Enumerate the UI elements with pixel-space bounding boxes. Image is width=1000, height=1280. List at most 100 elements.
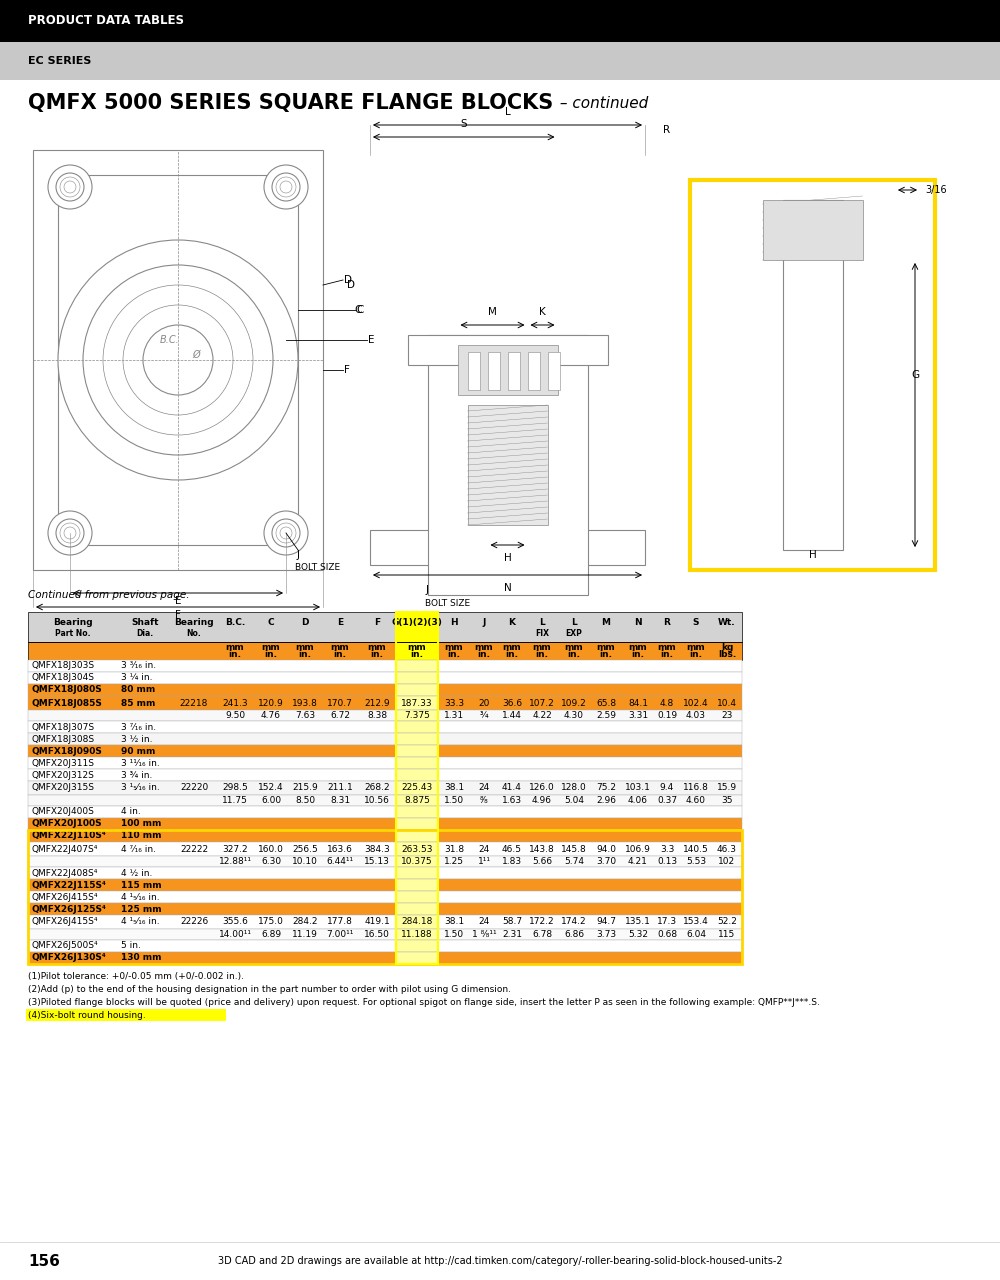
Text: 8.875: 8.875: [404, 796, 430, 805]
Bar: [28, 756, 742, 769]
Text: 4 ⁷⁄₁₆ in.: 4 ⁷⁄₁₆ in.: [121, 845, 156, 854]
Text: mm: mm: [445, 643, 463, 652]
Text: QMFX18J080S: QMFX18J080S: [31, 686, 102, 695]
Bar: [28, 612, 742, 643]
Bar: [396, 879, 438, 891]
Bar: [28, 929, 742, 940]
Bar: [396, 756, 438, 769]
Text: 94.7: 94.7: [596, 918, 616, 927]
Circle shape: [58, 241, 298, 480]
Text: QMFX26J415S⁴: QMFX26J415S⁴: [31, 918, 98, 927]
Text: 4 ¹₅⁄₁₆ in.: 4 ¹₅⁄₁₆ in.: [121, 918, 160, 927]
Text: 4 in.: 4 in.: [121, 808, 141, 817]
Text: J: J: [482, 618, 486, 627]
Text: 6.04: 6.04: [686, 931, 706, 940]
Text: 2.59: 2.59: [596, 710, 616, 719]
Bar: [28, 795, 742, 806]
Text: 46.5: 46.5: [502, 845, 522, 854]
Text: 38.1: 38.1: [444, 918, 464, 927]
Text: 263.53: 263.53: [401, 845, 433, 854]
Bar: [396, 842, 438, 856]
Text: H: H: [450, 618, 458, 627]
Text: 52.2: 52.2: [717, 918, 737, 927]
Text: in.: in.: [298, 650, 312, 659]
Bar: [396, 867, 438, 879]
Bar: [28, 733, 742, 745]
Text: 4.22: 4.22: [532, 710, 552, 719]
Bar: [28, 952, 742, 964]
Text: mm: mm: [368, 643, 386, 652]
Bar: [396, 856, 438, 867]
Bar: [488, 506, 528, 564]
Text: L: L: [571, 618, 577, 627]
Bar: [28, 829, 742, 842]
Text: mm: mm: [331, 643, 349, 652]
Text: 8.31: 8.31: [330, 796, 350, 805]
Bar: [26, 1009, 226, 1021]
Text: 4.96: 4.96: [532, 796, 552, 805]
Text: 187.33: 187.33: [401, 699, 433, 708]
Text: 3 ¹¹⁄₁₆ in.: 3 ¹¹⁄₁₆ in.: [121, 759, 160, 768]
Bar: [508, 352, 520, 390]
Text: 174.2: 174.2: [561, 918, 587, 927]
Text: in.: in.: [411, 650, 424, 659]
Text: kg: kg: [721, 643, 733, 652]
Text: lbs.: lbs.: [718, 650, 736, 659]
Text: mm: mm: [262, 643, 280, 652]
Text: BOLT SIZE: BOLT SIZE: [295, 562, 341, 571]
Bar: [28, 842, 742, 856]
Bar: [396, 684, 438, 696]
Text: F: F: [175, 611, 181, 620]
Text: mm: mm: [565, 643, 583, 652]
Text: 20: 20: [478, 699, 490, 708]
Text: 215.9: 215.9: [292, 783, 318, 792]
Text: QMFX20J100S: QMFX20J100S: [31, 819, 102, 828]
Text: 24: 24: [478, 783, 490, 792]
Text: 106.9: 106.9: [625, 845, 651, 854]
Text: mm: mm: [533, 643, 551, 652]
Text: 152.4: 152.4: [258, 783, 284, 792]
Text: mm: mm: [503, 643, 521, 652]
Text: 327.2: 327.2: [222, 845, 248, 854]
Text: in.: in.: [568, 650, 580, 659]
Text: 4 ½ in.: 4 ½ in.: [121, 869, 152, 878]
Text: 2.96: 2.96: [596, 796, 616, 805]
Text: 84.1: 84.1: [628, 699, 648, 708]
Text: G(1)(2)(3): G(1)(2)(3): [392, 618, 442, 627]
Bar: [396, 612, 438, 964]
Text: EXP: EXP: [566, 628, 582, 639]
Text: 4.21: 4.21: [628, 858, 648, 867]
Text: 8.38: 8.38: [367, 710, 387, 719]
Text: 268.2: 268.2: [364, 783, 390, 792]
Text: QMFX26J500S⁴: QMFX26J500S⁴: [31, 942, 98, 951]
Bar: [28, 879, 742, 891]
Text: C: C: [355, 305, 362, 315]
Bar: [28, 829, 742, 964]
Text: – continued: – continued: [555, 96, 648, 110]
Text: N: N: [634, 618, 642, 627]
Text: 175.0: 175.0: [258, 918, 284, 927]
Text: 3.3: 3.3: [660, 845, 674, 854]
Text: in.: in.: [600, 650, 612, 659]
Text: mm: mm: [296, 643, 314, 652]
Text: in.: in.: [478, 650, 490, 659]
Text: 3 ¼ in.: 3 ¼ in.: [121, 673, 152, 682]
Text: 10.10: 10.10: [292, 858, 318, 867]
Text: Shaft: Shaft: [131, 618, 159, 627]
Bar: [396, 660, 438, 672]
Text: M: M: [602, 618, 610, 627]
Text: 15.13: 15.13: [364, 858, 390, 867]
Text: 11.19: 11.19: [292, 931, 318, 940]
Text: 156: 156: [28, 1253, 60, 1268]
Text: 16.50: 16.50: [364, 931, 390, 940]
Text: QMFX22J407S⁴: QMFX22J407S⁴: [31, 845, 97, 854]
Text: 8.50: 8.50: [295, 796, 315, 805]
Text: 10.375: 10.375: [401, 858, 433, 867]
Text: 7.00¹¹: 7.00¹¹: [326, 931, 354, 940]
Text: in.: in.: [536, 650, 548, 659]
Bar: [468, 404, 548, 525]
Bar: [28, 745, 742, 756]
Text: 3 ⁷⁄₁₆ in.: 3 ⁷⁄₁₆ in.: [121, 722, 156, 731]
Text: 10.4: 10.4: [717, 699, 737, 708]
Text: 241.3: 241.3: [222, 699, 248, 708]
